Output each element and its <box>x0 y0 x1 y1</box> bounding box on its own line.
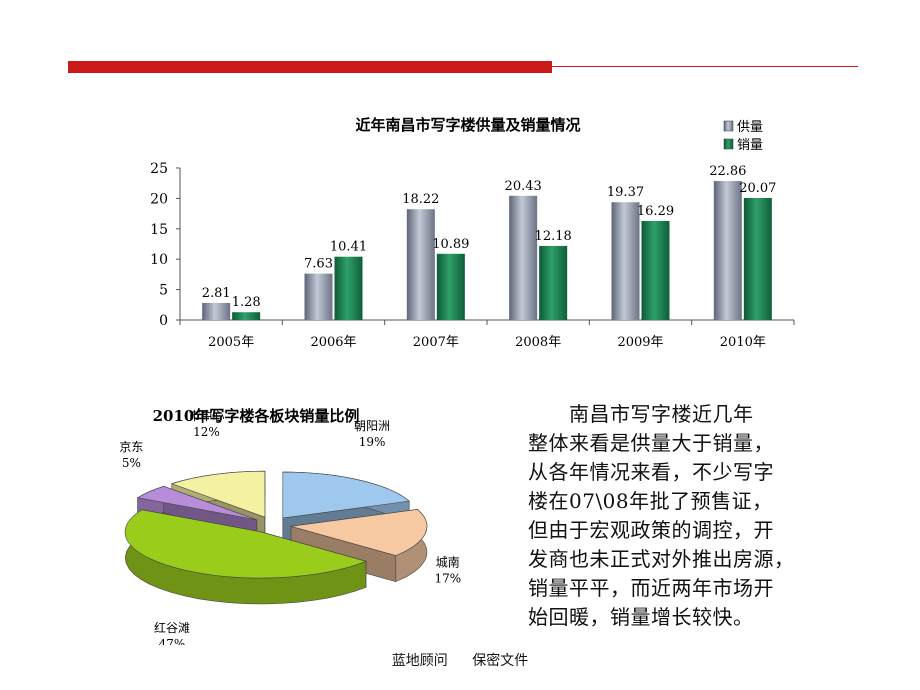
data-label-sales: 10.41 <box>330 240 367 255</box>
data-label-sales: 1.28 <box>232 295 261 310</box>
footer-company: 蓝地顾问 <box>391 653 448 669</box>
bar-sales <box>436 253 465 320</box>
pie-chart: 2010年写字楼各板块销量比例 朝阳洲 19% 城南 17% 红谷滩 47% 京东 5% 市中心… <box>119 407 461 645</box>
pie-slice <box>124 509 367 579</box>
pie-slice-name: 京东 <box>119 440 143 454</box>
top-divider-thin <box>552 66 858 67</box>
pie-slice-percent: 17% <box>434 571 461 585</box>
pie-slice-name: 城南 <box>436 554 460 569</box>
data-label-supply: 7.63 <box>304 257 333 272</box>
bar-sales <box>743 197 772 320</box>
x-tick-label: 2008年 <box>515 335 561 350</box>
body-line: 整体来看是供量大于销量， <box>528 431 774 455</box>
top-divider-thick <box>68 61 552 73</box>
y-tick-label: 25 <box>150 161 168 177</box>
data-label-supply: 22.86 <box>709 164 746 179</box>
bar-chart-axes: 0 5 10 15 20 25 2005年 2006年 2007年 2008年 2009年 2010年 <box>150 161 795 350</box>
body-line: 始回暖，销量增长较快。 <box>528 605 754 629</box>
y-tick-label: 0 <box>159 313 168 329</box>
y-tick-label: 20 <box>150 191 168 207</box>
y-tick-label: 15 <box>150 222 168 238</box>
pie-slice-percent: 19% <box>359 435 386 449</box>
pie-chart-marks <box>124 470 428 605</box>
bar-chart: 近年南昌市写字楼供量及销量情况 供量 销量 0 5 10 15 20 25 2005年 200… <box>150 116 795 350</box>
y-tick-label: 10 <box>150 252 168 268</box>
pie-slice <box>136 485 257 521</box>
x-tick-label: 2007年 <box>413 335 459 350</box>
pie-slice-percent: 47% <box>159 637 186 645</box>
bar-supply <box>611 202 640 320</box>
pie-slice-name: 市中心 <box>188 408 224 423</box>
bar-supply <box>713 181 742 320</box>
data-label-sales: 12.18 <box>535 229 572 244</box>
pie-slice <box>282 471 410 519</box>
top-divider <box>68 61 858 73</box>
body-line: 从各年情况来看，不少写字 <box>528 460 774 484</box>
bar-supply <box>202 302 231 320</box>
pie-chart-labels: 朝阳洲 19% 城南 17% 红谷滩 47% 京东 5% 市中心 12% <box>119 408 461 645</box>
pie-slice-name: 红谷滩 <box>154 620 190 635</box>
body-line: 南昌市写字楼近几年 <box>528 402 754 426</box>
pie-chart-title: 2010年写字楼各板块销量比例 <box>153 407 360 425</box>
data-label-supply: 18.22 <box>402 192 439 207</box>
bar-sales <box>232 312 261 320</box>
body-line: 发商也未正式对外推出房源， <box>528 547 795 571</box>
pie-slice <box>290 509 428 556</box>
bar-chart-marks: 2.811.28 7.63 10.41 18.22 10.89 20.43 12.18 19.… <box>202 164 776 320</box>
data-label-supply: 20.43 <box>505 179 542 194</box>
y-tick-label: 5 <box>159 283 168 299</box>
bar-supply <box>509 195 538 320</box>
bar-chart-title: 近年南昌市写字楼供量及销量情况 <box>355 116 580 134</box>
bar-supply <box>304 273 333 320</box>
data-label-supply: 19.37 <box>607 185 644 200</box>
bar-sales <box>641 220 670 320</box>
footer-confidential: 保密文件 <box>472 653 529 669</box>
pie-slice-percent: 5% <box>122 456 141 470</box>
pie-slice <box>170 470 266 518</box>
x-tick-label: 2005年 <box>208 335 254 350</box>
pie-slice-name: 朝阳洲 <box>354 419 390 433</box>
footer: 蓝地顾问 保密文件 <box>0 650 920 670</box>
bar-sales <box>334 256 363 320</box>
data-label-supply: 2.81 <box>202 286 231 301</box>
body-paragraph: 南昌市写字楼近几年 整体来看是供量大于销量， 从各年情况来看，不少写字 楼在07… <box>528 400 828 632</box>
bar-sales <box>539 245 568 320</box>
legend-label-sales: 销量 <box>737 138 763 153</box>
body-line: 但由于宏观政策的调控，开 <box>528 518 774 542</box>
data-label-sales: 20.07 <box>739 181 776 196</box>
x-tick-label: 2010年 <box>720 335 766 350</box>
body-line: 楼在07\08年批了预售证， <box>528 489 773 513</box>
legend-swatch-sales <box>723 138 734 150</box>
data-label-sales: 10.89 <box>432 237 469 252</box>
bar-supply <box>406 209 435 320</box>
x-tick-label: 2006年 <box>310 335 356 350</box>
x-tick-label: 2009年 <box>617 335 663 350</box>
legend-label-supply: 供量 <box>737 120 763 135</box>
bar-chart-legend: 供量 销量 <box>723 120 763 153</box>
data-label-sales: 16.29 <box>637 204 674 219</box>
pie-slice-percent: 12% <box>193 425 220 439</box>
body-line: 销量平平，而近两年市场开 <box>528 576 774 600</box>
legend-swatch-supply <box>723 120 734 132</box>
